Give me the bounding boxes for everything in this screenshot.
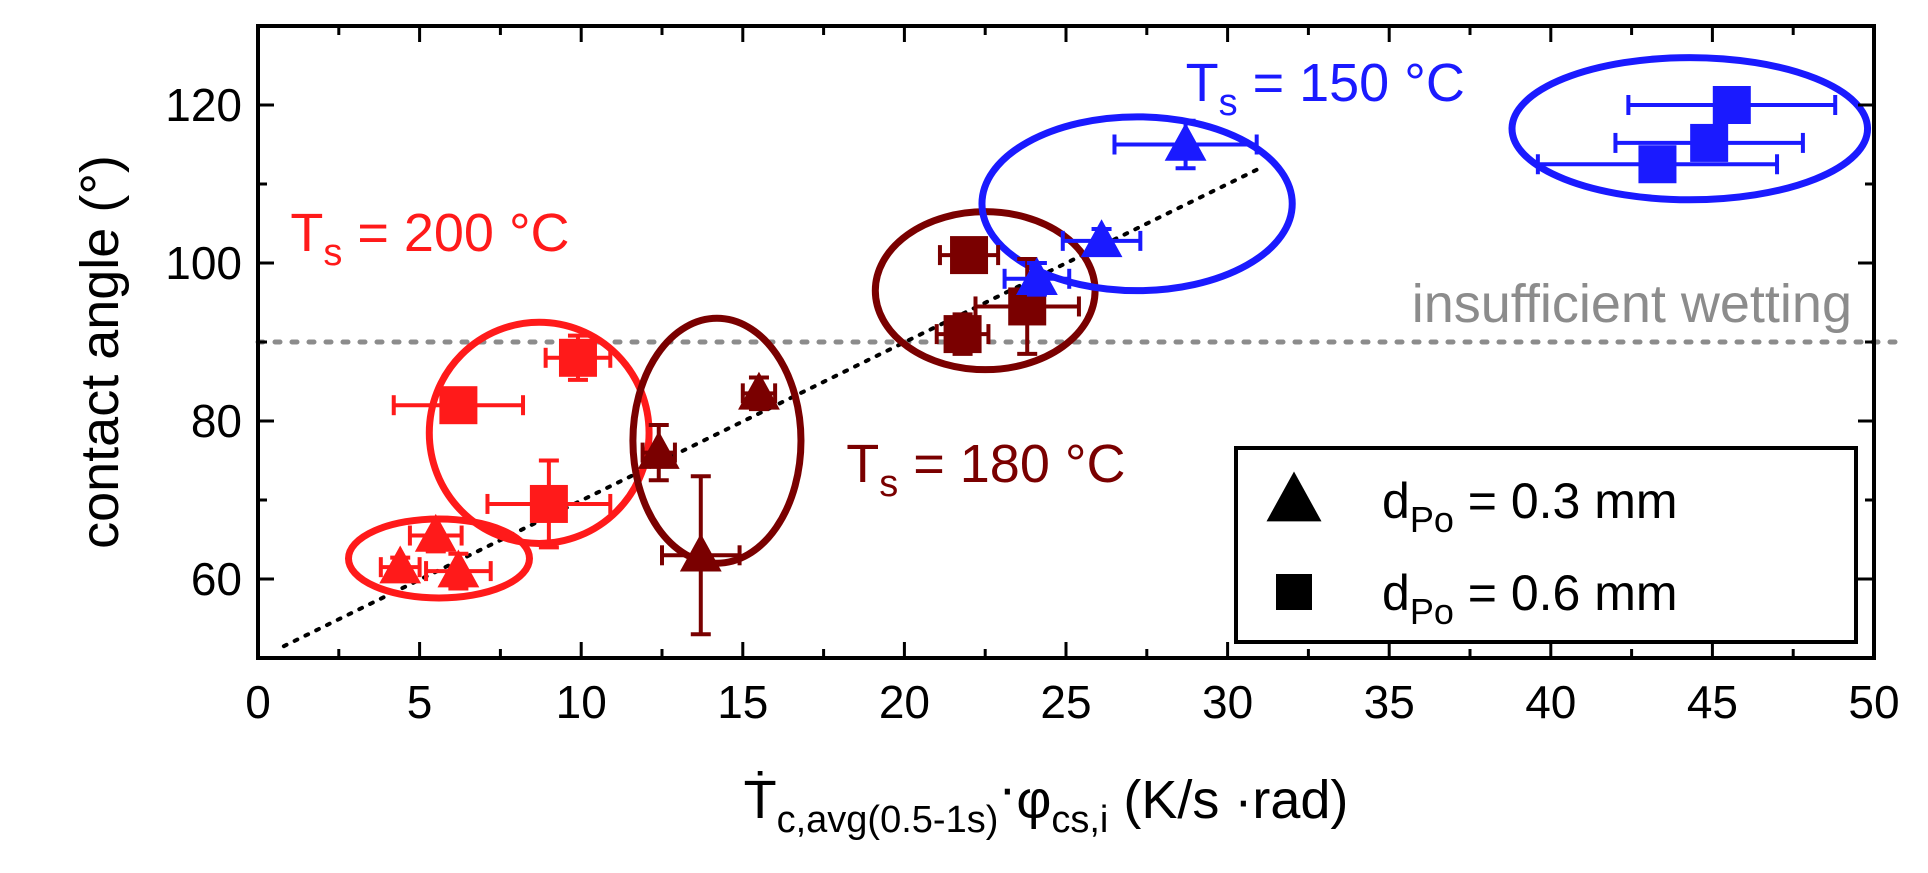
insufficient-wetting-label: insufficient wetting	[1412, 274, 1852, 334]
x-title-unit: (K/s ·rad)	[1108, 770, 1348, 830]
y-ticks: 60 80 100 120	[165, 24, 1874, 660]
ts200-point	[378, 545, 422, 584]
ts150-square-marker	[1690, 123, 1729, 162]
ts200-label-rest: = 200 °C	[342, 203, 569, 263]
ts150-label-rest: = 150 °C	[1238, 53, 1465, 113]
ts180-label: Ts = 180 °C	[846, 434, 1125, 505]
ts200-square-marker	[529, 484, 568, 523]
ts150-triangle-marker	[1080, 219, 1123, 258]
data-points	[378, 86, 1838, 637]
ts200-label-sub: s	[323, 232, 342, 274]
ts150-point	[1002, 257, 1072, 297]
ts180-triangle-marker	[738, 371, 780, 410]
y-tick-label: 100	[165, 237, 242, 289]
x-tick-label: 50	[1848, 676, 1899, 728]
x-tick-label: 5	[407, 676, 433, 728]
ts180-triangle-marker	[637, 430, 680, 469]
ts180-point	[934, 312, 991, 356]
ts180-triangle-marker	[679, 533, 722, 572]
x-tick-label: 25	[1040, 676, 1091, 728]
ts200-label-main: T	[290, 203, 323, 263]
ts200-point	[424, 549, 493, 591]
ts180-square-marker	[943, 315, 982, 354]
axes: 0 5 10 15 20 25 30 35 40 45 50 60 80 100 120	[165, 24, 1900, 728]
ts200-ellipse	[425, 318, 653, 547]
x-tick-label: 15	[717, 676, 768, 728]
ts200-square-marker	[439, 386, 478, 425]
ts180-label-sub: s	[879, 463, 898, 505]
x-title-main: Ṫ	[744, 770, 777, 830]
ts200-point	[485, 458, 613, 550]
x-tick-label: 0	[245, 676, 271, 728]
legend-label: dPo = 0.3 mm	[1382, 473, 1678, 540]
ts200-point	[543, 333, 613, 382]
legend-label-main: d	[1382, 565, 1410, 621]
ts150-point	[1535, 145, 1780, 184]
ts150-ellipse	[1508, 54, 1872, 204]
x-tick-label: 20	[879, 676, 930, 728]
x-tick-label: 35	[1364, 676, 1415, 728]
legend-label: dPo = 0.6 mm	[1382, 565, 1678, 632]
ts180-square-marker	[950, 236, 989, 275]
reference-line-group: insufficient wetting	[255, 274, 1907, 345]
ts200-triangle-marker	[379, 545, 422, 584]
ts200-triangle-marker	[437, 549, 480, 588]
legend-triangle-marker	[1266, 471, 1322, 522]
ts200-point	[407, 513, 464, 554]
legend-square-marker	[1276, 574, 1312, 610]
ts200-label: Ts = 200 °C	[290, 203, 569, 274]
y-tick-label: 80	[191, 395, 242, 447]
ts150-square-marker	[1638, 145, 1677, 184]
ts150-triangle-marker	[1016, 257, 1058, 296]
legend-label-rest: = 0.6 mm	[1454, 565, 1678, 621]
legend-box	[1234, 446, 1858, 644]
ts150-triangle-marker	[1164, 122, 1207, 161]
legend-label-sub: Po	[1410, 499, 1454, 540]
y-tick-label: 60	[191, 553, 242, 605]
x-axis-title: Ṫc,avg(0.5-1s)·φcs,i (K/s ·rad)	[744, 758, 1349, 841]
y-axis-title: contact angle (°)	[70, 155, 130, 549]
x-tick-label: 45	[1687, 676, 1738, 728]
ts180-point	[738, 371, 780, 412]
x-ticks: 0 5 10 15 20 25 30 35 40 45 50	[245, 26, 1900, 728]
ts150-point	[1112, 118, 1259, 171]
x-title-dot: ·	[998, 758, 1016, 818]
x-tick-label: 10	[556, 676, 607, 728]
ts150-label-sub: s	[1219, 82, 1238, 124]
ts150-square-marker	[1712, 86, 1751, 124]
ts180-label-main: T	[846, 434, 879, 494]
x-tick-label: 40	[1525, 676, 1576, 728]
legend-label-sub: Po	[1410, 591, 1454, 632]
y-tick-label: 120	[165, 79, 242, 131]
legend-label-rest: = 0.3 mm	[1454, 473, 1678, 529]
ts150-point	[1613, 123, 1805, 162]
ts150-point	[1060, 219, 1143, 258]
ts180-label-rest: = 180 °C	[898, 434, 1125, 494]
ts150-ellipse	[978, 113, 1296, 295]
ts200-point	[391, 386, 526, 425]
ts200-square-marker	[558, 338, 597, 377]
x-title-sub2: cs,i	[1051, 799, 1108, 841]
legend-label-main: d	[1382, 473, 1410, 529]
ts150-label-main: T	[1186, 53, 1219, 113]
ts180-point	[637, 422, 680, 483]
ts200-triangle-marker	[414, 513, 457, 552]
group-labels: Ts = 200 °CTs = 180 °CTs = 150 °C	[290, 53, 1464, 505]
x-title-phi: φ	[1016, 770, 1051, 830]
x-tick-label: 30	[1202, 676, 1253, 728]
ts150-point	[1626, 86, 1838, 124]
ts150-label: Ts = 150 °C	[1186, 53, 1465, 124]
ts180-point	[660, 474, 742, 637]
ts180-point	[937, 236, 1001, 275]
x-title-sub1: c,avg(0.5-1s)	[777, 799, 999, 841]
